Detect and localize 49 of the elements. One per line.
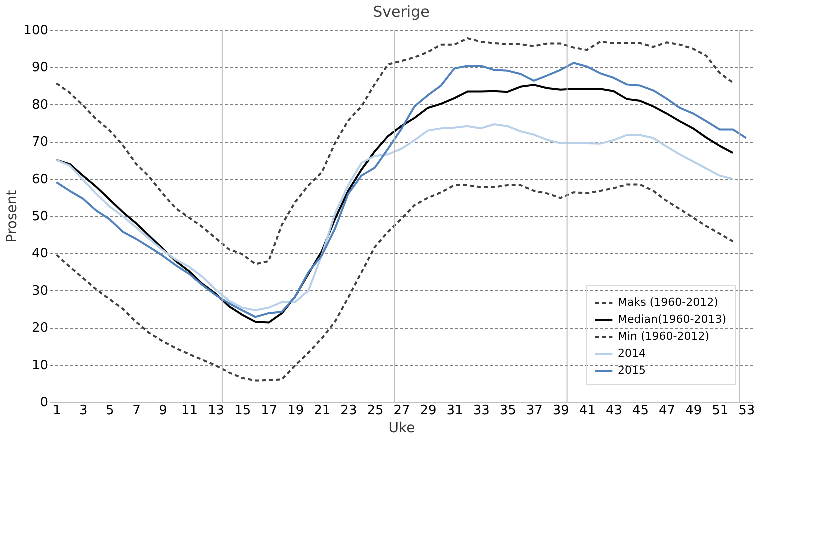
x-tick-label: 51 [712, 404, 729, 418]
x-tick-label: 21 [314, 404, 331, 418]
x-tick-label: 13 [208, 404, 225, 418]
y-tick-label: 70 [32, 135, 48, 150]
y-tick-label: 80 [32, 98, 48, 113]
y-axis-title: Prosent [4, 190, 21, 243]
y-tick-label: 90 [32, 60, 48, 76]
x-tick-label: 49 [686, 404, 702, 418]
y-tick-label: 100 [24, 24, 48, 38]
x-tick-label: 27 [394, 404, 410, 418]
x-tick-label: 23 [340, 404, 358, 418]
x-tick-label: 29 [420, 404, 437, 418]
y-tick-label: 60 [32, 172, 48, 188]
x-tick-label: 17 [261, 404, 278, 418]
legend-label: 2015 [618, 364, 646, 377]
x-tick-label: 19 [288, 404, 304, 418]
x-tick-label: 35 [500, 404, 516, 418]
legend-label: Median(1960-2013) [618, 313, 727, 326]
y-tick-label: 20 [32, 321, 48, 336]
line-series [56, 184, 734, 382]
y-tick-label: 10 [32, 358, 48, 374]
y-tick-label: 0 [40, 396, 48, 410]
x-tick-label: 31 [446, 404, 464, 418]
x-tick-label: 15 [234, 404, 252, 418]
x-tick-label: 5 [106, 404, 114, 418]
x-tick-label: 45 [632, 404, 650, 418]
legend-label: Min (1960-2012) [618, 330, 710, 343]
y-tick-label: 30 [32, 284, 48, 299]
x-tick-label: 7 [132, 404, 141, 418]
x-axis-title: Uke [388, 420, 416, 436]
x-tick-label: 3 [80, 404, 88, 418]
x-tick-label: 47 [659, 404, 676, 418]
x-tick-label: 9 [159, 404, 168, 418]
y-tick-label: 40 [32, 246, 48, 262]
x-tick-label: 1 [52, 404, 62, 418]
y-tick-label: 50 [32, 210, 48, 224]
x-tick-label: 41 [579, 404, 596, 418]
chart-title: Sverige [373, 3, 430, 21]
legend-label: Maks (1960-2012) [618, 296, 718, 309]
x-tick-label: 43 [606, 404, 622, 418]
line-series [56, 123, 734, 312]
x-tick-label: 11 [182, 404, 198, 418]
x-tick-label: 37 [526, 404, 543, 418]
line-series [56, 38, 734, 266]
x-tick-label: 53 [738, 404, 756, 418]
x-tick-label: 39 [552, 404, 570, 418]
legend-label: 2014 [618, 347, 646, 360]
x-tick-label: 25 [367, 404, 384, 418]
x-tick-label: 33 [473, 404, 490, 418]
